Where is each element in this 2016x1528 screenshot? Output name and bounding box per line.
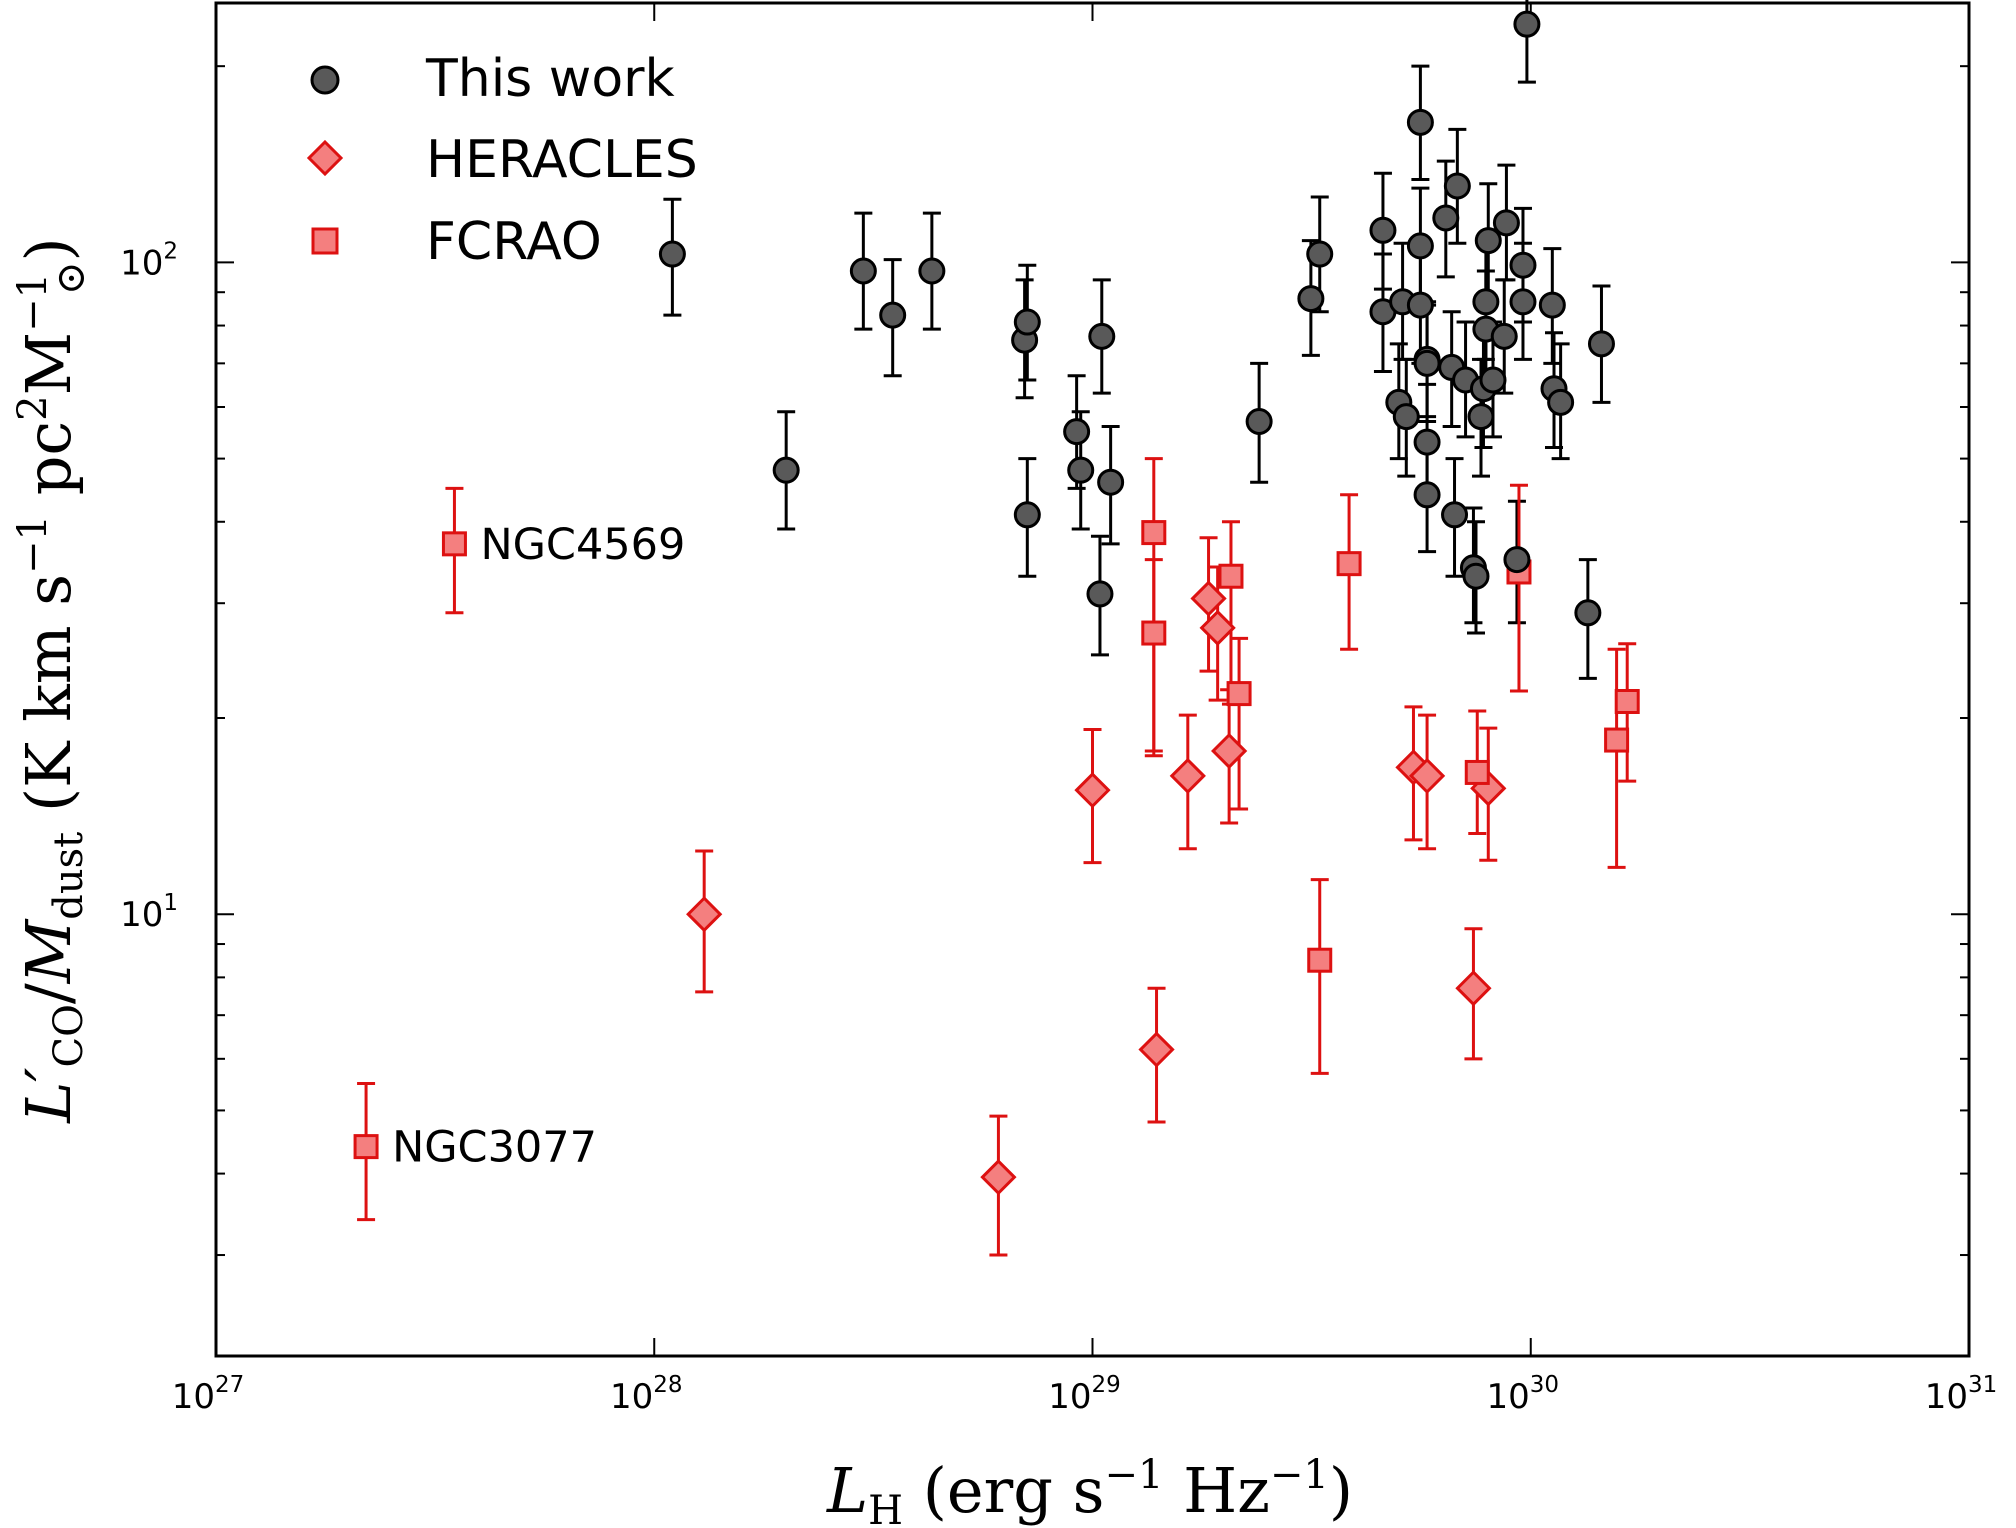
annotation-ngc3077: NGC3077 [392,1123,597,1173]
point-fcrao [1141,520,1167,546]
y-axis-label: L′CO/Mdust (K km s−1 pc2M−1⊙) [10,237,94,1124]
point-this-work [1245,408,1273,436]
point-this-work [1413,349,1441,377]
point-this-work [1297,285,1325,313]
point-heracles [1211,732,1248,770]
point-this-work [1492,209,1520,237]
point-this-work [1013,501,1041,529]
point-this-work [1472,288,1500,316]
point-this-work [1406,291,1434,319]
point-this-work [1490,322,1518,350]
x-tick-label: 1031 [1925,1372,1998,1417]
legend-label-this-work: This work [425,49,675,109]
legend-label-heracles: HERACLES [426,130,698,190]
point-this-work [1063,418,1091,446]
point-heracles [1074,772,1111,809]
x-tick-label: 1029 [1048,1372,1121,1417]
point-fcrao [1218,563,1244,589]
point-heracles [1169,757,1206,795]
x-tick-label: 1028 [610,1372,683,1417]
legend-marker-heracles [306,139,344,177]
point-this-work [1432,204,1460,232]
point-this-work [1086,580,1114,608]
point-this-work [1413,428,1441,456]
point-this-work [1547,388,1575,416]
point-heracles [1199,609,1236,646]
point-this-work [1441,501,1469,529]
point-this-work [1462,562,1490,590]
x-axis-label: LH (erg s−1 Hz−1) [826,1452,1353,1528]
point-fcrao [1141,620,1167,646]
point-fcrao [1336,551,1362,577]
point-this-work [849,257,877,285]
point-this-work [918,257,946,285]
point-this-work [1413,481,1441,509]
point-heracles [1455,970,1492,1007]
point-heracles [1190,580,1227,617]
point-fcrao [1464,759,1490,785]
point-fcrao [1307,947,1333,973]
point-this-work [1513,10,1541,38]
point-fcrao [441,531,467,557]
point-this-work [1088,322,1116,350]
point-this-work [1406,108,1434,136]
legend-marker-fcrao [311,227,339,255]
point-this-work [1467,403,1495,431]
legend: This work HERACLES FCRAO [306,49,698,272]
plot-frame [214,1,1971,1358]
point-this-work [1097,468,1125,496]
point-heracles [1408,757,1446,795]
point-this-work [1306,240,1334,268]
point-fcrao [1614,688,1640,714]
y-tick-labels: 101 102 [120,238,178,935]
point-this-work [1067,456,1095,484]
point-fcrao [1226,681,1252,707]
point-this-work [1574,599,1602,627]
x-tick-label: 1027 [172,1372,245,1417]
point-this-work [879,301,907,329]
point-this-work [1503,546,1531,574]
annotation-ngc4569: NGC4569 [480,520,685,570]
y-tick-label: 102 [120,238,178,283]
point-this-work [1587,330,1615,358]
point-heracles [686,896,723,933]
legend-marker-this-work [310,65,340,95]
point-this-work [1013,308,1041,336]
point-this-work [1509,288,1537,316]
point-this-work [1406,232,1434,260]
point-this-work [1369,216,1397,244]
point-fcrao [1604,727,1630,753]
point-this-work [1538,291,1566,319]
x-tick-label: 1030 [1486,1372,1559,1417]
point-heracles [1138,1031,1175,1068]
point-this-work [1509,251,1537,279]
legend-label-fcrao: FCRAO [426,212,602,272]
point-this-work [658,240,686,268]
point-this-work [1443,172,1471,200]
x-tick-labels: 1027 1028 1029 1030 1031 [172,1372,1998,1417]
point-fcrao [353,1134,379,1160]
point-heracles [980,1159,1017,1196]
annotations: NGC4569 NGC3077 [392,520,685,1173]
point-this-work [1474,227,1502,255]
point-this-work [1392,403,1420,431]
y-tick-label: 101 [120,890,178,935]
point-this-work [772,456,800,484]
data-markers [353,10,1640,1196]
point-this-work [1479,366,1507,394]
